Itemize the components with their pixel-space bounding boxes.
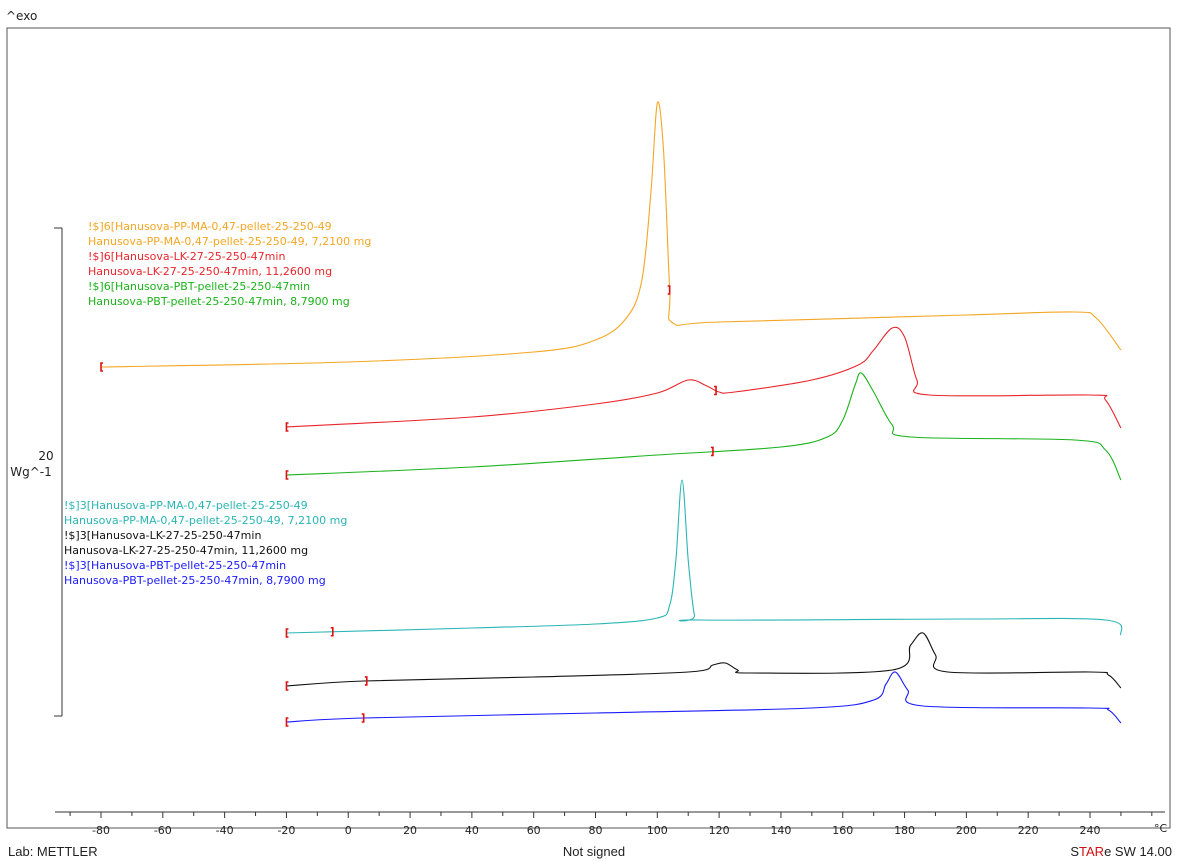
marker-pp3	[330, 626, 334, 637]
legend-entry-title: !$]6[Hanusova-PP-MA-0,47-pellet-25-250-4…	[88, 220, 332, 233]
marker-pbt3	[361, 713, 365, 723]
y-scale-unit: Wg^-1	[10, 465, 52, 479]
x-tick-label: 160	[832, 824, 853, 837]
footer-signature-status: Not signed	[562, 844, 626, 859]
footer-software-version: STARe SW 14.00	[1070, 844, 1172, 859]
x-axis-ticks: -80 -60 -40 -20 0 20 40 60 80 100 120 140 160 180 200 2…	[69, 812, 1153, 837]
legend-entry-detail: Hanusova-PP-MA-0,47-pellet-25-250-49, 7,…	[88, 235, 371, 248]
legend-entry-title: !$]3[Hanusova-PBT-pellet-25-250-47min	[64, 559, 286, 572]
series-line-pbt6	[286, 372, 1122, 481]
y-axis-label: ^exo	[6, 9, 37, 23]
legend-entry-title: !$]3[Hanusova-PP-MA-0,47-pellet-25-250-4…	[64, 499, 308, 512]
x-tick-label: -80	[92, 824, 110, 837]
x-tick-label: 0	[345, 824, 352, 837]
x-tick-label: 120	[709, 824, 730, 837]
marker-pp6	[100, 362, 103, 372]
marker-pp6	[667, 285, 671, 295]
x-tick-label: 140	[770, 824, 791, 837]
series-line-lk3	[286, 632, 1122, 689]
legend-entry-title: !$]3[Hanusova-LK-27-25-250-47min	[64, 529, 261, 542]
series-lines	[100, 101, 1123, 727]
legend-entry-detail: Hanusova-PBT-pellet-25-250-47min, 8,7900…	[64, 574, 326, 587]
marker-pbt6	[285, 470, 289, 480]
x-tick-label: 180	[894, 824, 915, 837]
x-axis-unit: °C	[1154, 822, 1168, 835]
x-tick-label: -20	[277, 824, 295, 837]
series-line-pp3	[286, 479, 1123, 636]
x-tick-label: 240	[1080, 824, 1101, 837]
legend-entry-detail: Hanusova-LK-27-25-250-47min, 11,2600 mg	[64, 544, 308, 557]
software-prefix: S	[1070, 844, 1080, 859]
y-scale-value: 20	[38, 449, 53, 463]
x-tick-label: 60	[527, 824, 541, 837]
marker-pbt3	[285, 717, 289, 727]
software-suffix: e SW 14.00	[1104, 844, 1172, 859]
marker-lk6	[714, 385, 717, 396]
x-tick-label: -60	[154, 824, 172, 837]
x-tick-label: 200	[956, 824, 977, 837]
series-line-lk6	[286, 326, 1122, 429]
x-tick-label: 220	[1018, 824, 1039, 837]
series-line-pbt3	[286, 671, 1122, 724]
x-tick-label: 80	[589, 824, 603, 837]
plot-frame	[6, 27, 1171, 829]
legend-entry-title: !$]6[Hanusova-PBT-pellet-25-250-47min	[88, 280, 310, 293]
marker-lk3	[364, 676, 368, 686]
marker-lk6	[285, 422, 289, 432]
marker-pbt6	[710, 446, 714, 457]
marker-pp3	[285, 628, 289, 638]
legend-entry-detail: Hanusova-LK-27-25-250-47min, 11,2600 mg	[88, 265, 332, 278]
legends: !$]6[Hanusova-PP-MA-0,47-pellet-25-250-4…	[64, 220, 371, 587]
x-tick-label: 100	[647, 824, 668, 837]
legend-entry-detail: Hanusova-PP-MA-0,47-pellet-25-250-49, 7,…	[64, 514, 347, 527]
series-line-pp6	[100, 101, 1122, 368]
legend-entry-title: !$]6[Hanusova-LK-27-25-250-47min	[88, 250, 285, 263]
legend-entry-detail: Hanusova-PBT-pellet-25-250-47min, 8,7900…	[88, 295, 350, 308]
x-tick-label: -40	[216, 824, 234, 837]
software-highlight: TAR	[1079, 844, 1105, 859]
footer-lab: Lab: METTLER	[8, 844, 98, 859]
x-tick-label: 40	[465, 824, 479, 837]
marker-lk3	[285, 681, 289, 691]
x-tick-label: 20	[403, 824, 417, 837]
